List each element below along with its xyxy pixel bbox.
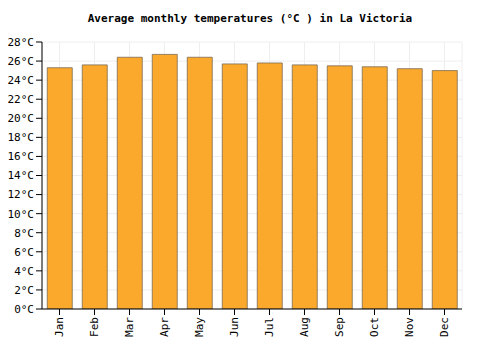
svg-text:16°C: 16°C — [8, 150, 34, 163]
svg-text:Aug: Aug — [298, 317, 311, 337]
svg-text:22°C: 22°C — [8, 93, 34, 106]
svg-text:10°C: 10°C — [8, 208, 34, 221]
svg-text:4°C: 4°C — [14, 265, 34, 278]
svg-text:18°C: 18°C — [8, 131, 34, 144]
svg-text:Feb: Feb — [88, 317, 101, 337]
svg-text:Apr: Apr — [158, 317, 171, 337]
svg-text:26°C: 26°C — [8, 55, 34, 68]
svg-text:8°C: 8°C — [14, 227, 34, 240]
html-text:Average monthly temperatures (: Average monthly temperatures (°C ) in La… — [87, 12, 413, 25]
svg-text:0°C: 0°C — [14, 303, 34, 316]
svg-text:Jun: Jun — [228, 317, 241, 337]
svg-text:Jul: Jul — [263, 317, 276, 337]
svg-text:14°C: 14°C — [8, 169, 34, 182]
svg-text:Nov: Nov — [403, 317, 416, 337]
svg-text:Dec: Dec — [438, 317, 451, 337]
svg-text:Oct: Oct — [368, 317, 381, 337]
svg-text:Jan: Jan — [53, 317, 66, 337]
svg-text:May: May — [193, 317, 206, 337]
svg-text:Mar: Mar — [123, 317, 136, 337]
svg-text:12°C: 12°C — [8, 188, 34, 201]
svg-text:28°C: 28°C — [8, 36, 34, 49]
svg-text:2°C: 2°C — [14, 284, 34, 297]
svg-text:6°C: 6°C — [14, 246, 34, 259]
svg-text:20°C: 20°C — [8, 112, 34, 125]
svg-text:24°C: 24°C — [8, 74, 34, 87]
svg-text:Sep: Sep — [333, 317, 346, 337]
